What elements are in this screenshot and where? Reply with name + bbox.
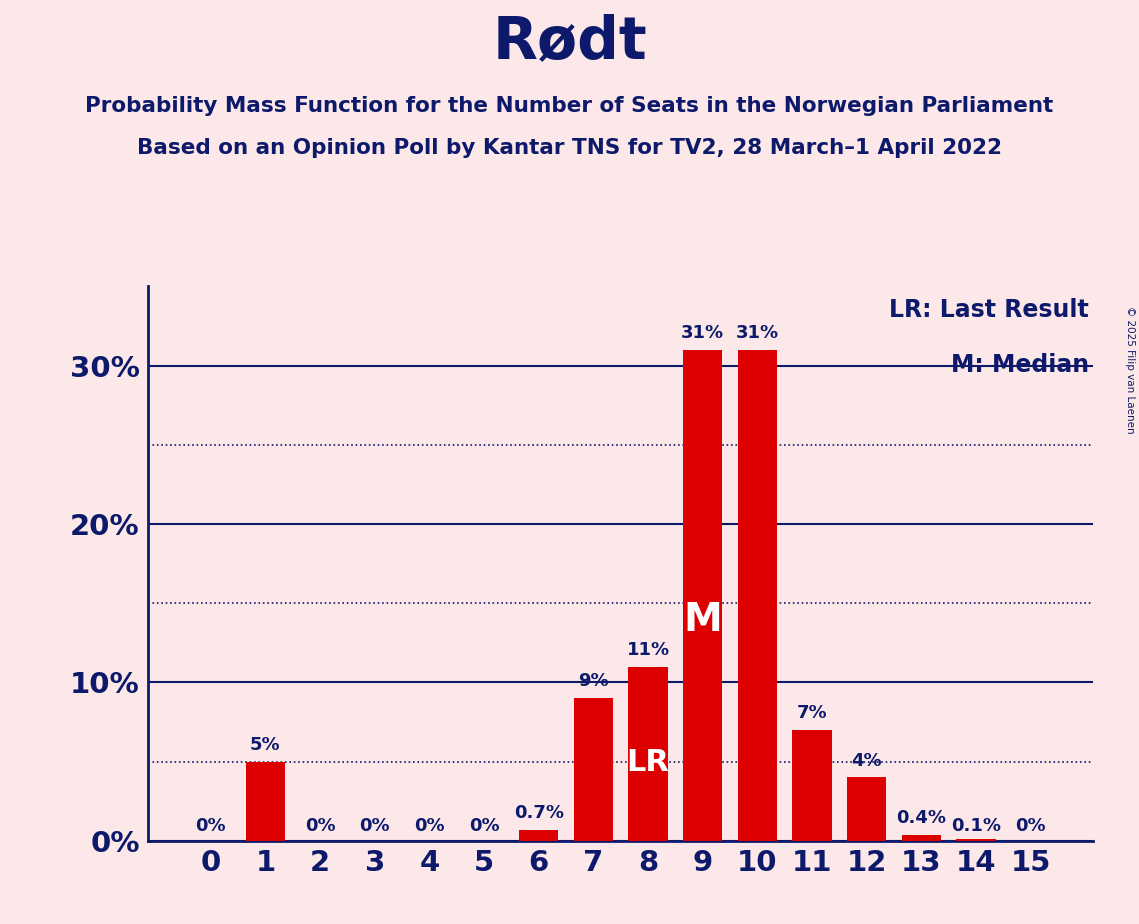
Text: 9%: 9% [579,673,608,690]
Text: 0%: 0% [360,817,390,834]
Bar [902,834,941,841]
Text: 11%: 11% [626,640,670,659]
Text: 4%: 4% [852,751,882,770]
Text: LR: Last Result: LR: Last Result [888,298,1089,322]
Text: 5%: 5% [251,736,280,754]
Text: © 2025 Filip van Laenen: © 2025 Filip van Laenen [1125,306,1134,433]
Text: 0.4%: 0.4% [896,808,947,827]
Text: 0.7%: 0.7% [514,804,564,821]
Text: LR: LR [626,748,670,777]
Text: 0%: 0% [469,817,499,834]
Bar [629,666,667,841]
Bar [519,830,558,841]
Text: 0%: 0% [1016,817,1046,834]
Text: 7%: 7% [797,704,827,722]
Text: 0%: 0% [196,817,226,834]
Text: 0%: 0% [415,817,444,834]
Text: Rødt: Rødt [492,13,647,70]
Text: M: M [683,601,722,638]
Bar [793,730,831,841]
Text: Probability Mass Function for the Number of Seats in the Norwegian Parliament: Probability Mass Function for the Number… [85,96,1054,116]
Text: M: Median: M: Median [951,353,1089,377]
Bar [574,699,613,841]
Bar [246,761,285,841]
Bar [738,350,777,841]
Text: 31%: 31% [736,324,779,342]
Bar [847,777,886,841]
Text: 0%: 0% [305,817,335,834]
Bar [683,350,722,841]
Bar [957,839,995,841]
Text: 0.1%: 0.1% [951,817,1001,834]
Text: 31%: 31% [681,324,724,342]
Text: Based on an Opinion Poll by Kantar TNS for TV2, 28 March–1 April 2022: Based on an Opinion Poll by Kantar TNS f… [137,138,1002,158]
